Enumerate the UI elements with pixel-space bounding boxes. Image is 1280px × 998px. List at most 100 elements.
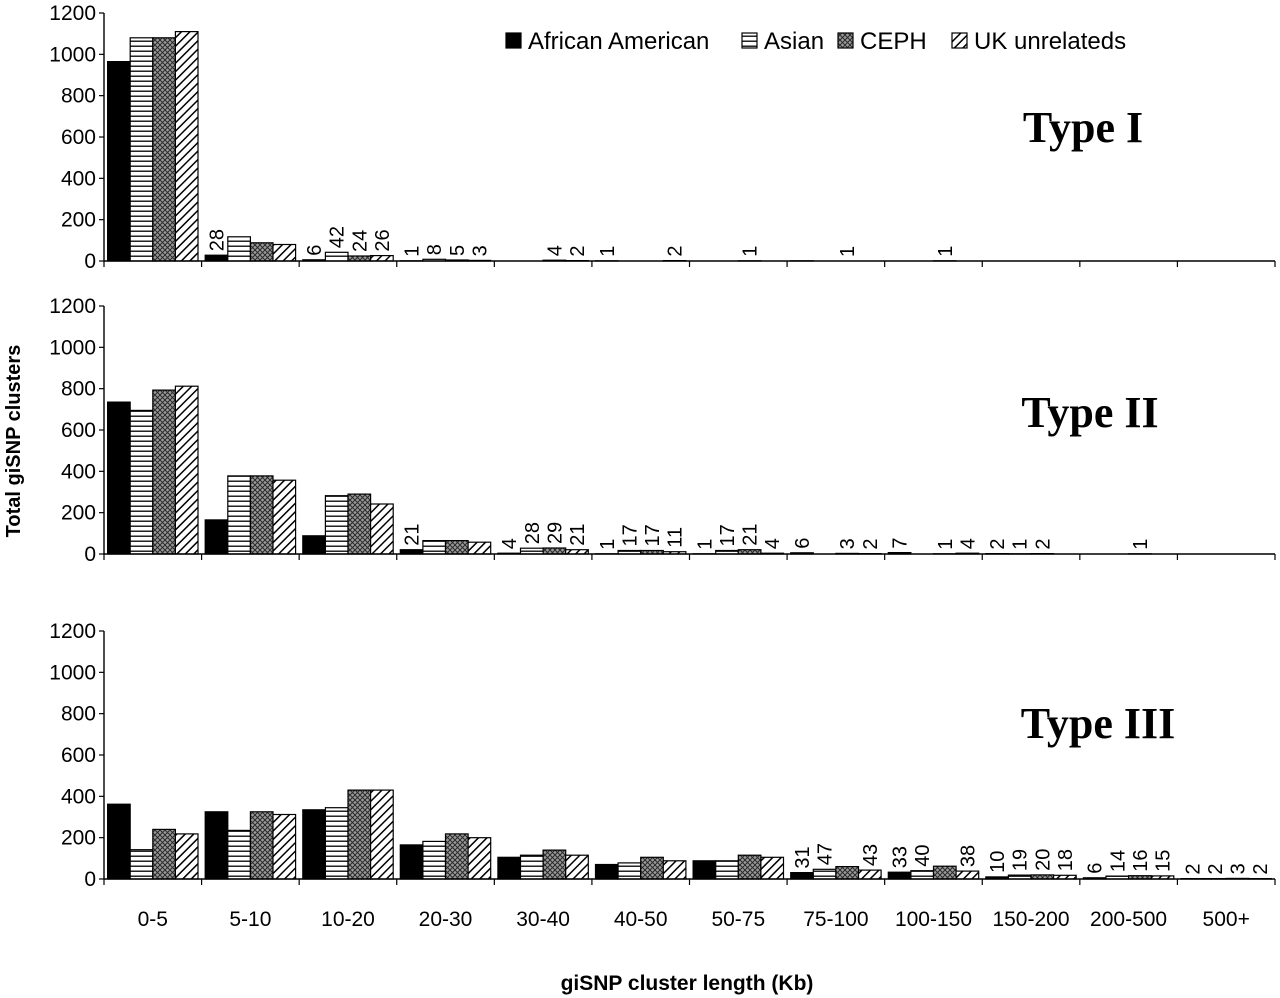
data-label: 6 xyxy=(304,245,326,256)
bar xyxy=(399,844,424,880)
data-label: 40 xyxy=(912,844,934,866)
bar xyxy=(422,539,447,555)
data-label: 47 xyxy=(815,843,837,865)
bar xyxy=(129,37,154,262)
y-tick-label: 1200 xyxy=(49,2,96,25)
legend-entry: Asian xyxy=(764,28,824,55)
data-label: 29 xyxy=(544,522,566,544)
y-tick-label: 800 xyxy=(61,703,96,726)
data-label: 15 xyxy=(1153,850,1175,872)
data-label: 14 xyxy=(1107,850,1129,872)
bar xyxy=(542,547,567,555)
data-label: 2 xyxy=(1032,538,1054,549)
bar xyxy=(106,60,131,262)
bar xyxy=(174,385,199,555)
data-label: 21 xyxy=(740,523,762,545)
legend-entry: CEPH xyxy=(860,28,927,55)
data-label: 2 xyxy=(1250,863,1272,874)
bar xyxy=(204,811,229,880)
bar xyxy=(347,493,372,555)
bar xyxy=(760,856,785,880)
bar xyxy=(519,547,544,555)
data-label: 17 xyxy=(619,524,641,546)
x-category-label: 500+ xyxy=(1203,908,1250,931)
x-axis-label: giSNP cluster length (Kb) xyxy=(561,972,814,995)
bar xyxy=(835,865,860,880)
data-label: 1 xyxy=(935,246,957,257)
x-category-label: 50-75 xyxy=(711,908,765,931)
x-category-label: 150-200 xyxy=(992,908,1069,931)
y-tick-label: 200 xyxy=(61,209,96,232)
bar xyxy=(249,811,274,880)
data-label: 2 xyxy=(860,538,882,549)
data-label: 28 xyxy=(522,522,544,544)
bar xyxy=(444,833,469,880)
y-tick-label: 1000 xyxy=(49,43,96,66)
bar xyxy=(662,860,687,880)
bar xyxy=(204,254,229,262)
data-label: 7 xyxy=(890,537,912,548)
data-label: 4 xyxy=(957,538,979,549)
bar xyxy=(790,871,814,880)
data-label: 2 xyxy=(1205,863,1227,874)
y-tick-label: 400 xyxy=(61,785,96,808)
data-label: 3 xyxy=(837,538,859,549)
bar xyxy=(324,495,349,555)
data-label: 42 xyxy=(327,226,349,248)
data-label: 8 xyxy=(424,244,446,255)
data-label: 4 xyxy=(762,538,784,549)
bar xyxy=(302,809,326,880)
bar xyxy=(302,535,326,555)
bar xyxy=(422,840,447,880)
data-label: 4 xyxy=(544,245,566,256)
data-label: 1 xyxy=(597,539,619,550)
data-label: 21 xyxy=(567,523,589,545)
data-label: 1 xyxy=(935,539,957,550)
bar xyxy=(955,870,980,880)
data-label: 24 xyxy=(349,230,371,252)
bar xyxy=(249,475,274,555)
x-category-label: 20-30 xyxy=(419,908,473,931)
bar xyxy=(324,807,349,880)
y-tick-label: 1000 xyxy=(49,336,96,359)
panel-type-1: 0 200 400 600 800 1000 1200 28 6 1 1 42 8 24 5 4 1 1 1 26 3 2… xyxy=(49,2,1276,273)
bar xyxy=(174,31,199,262)
x-category-label: 200-500 xyxy=(1090,908,1167,931)
data-label: 1 xyxy=(694,539,716,550)
bar xyxy=(640,856,664,880)
bar xyxy=(272,243,297,262)
y-tick-label: 1200 xyxy=(49,295,96,318)
bar xyxy=(272,479,297,555)
bar xyxy=(715,860,739,880)
bar xyxy=(227,475,252,555)
data-label: 2 xyxy=(665,245,687,256)
data-label: 21 xyxy=(402,523,424,545)
y-tick-label: 600 xyxy=(61,126,96,149)
bar xyxy=(152,828,177,880)
y-tick-label: 200 xyxy=(61,502,96,525)
legend-swatch xyxy=(951,32,968,49)
x-category-label: 100-150 xyxy=(895,908,972,931)
x-category-label: 40-50 xyxy=(614,908,668,931)
y-tick-label: 800 xyxy=(61,85,96,108)
bar xyxy=(370,789,394,880)
y-tick-label: 0 xyxy=(84,868,96,891)
data-label: 1 xyxy=(1130,539,1152,550)
legend-swatch xyxy=(741,32,758,49)
bar xyxy=(129,849,154,880)
bar xyxy=(692,860,717,880)
y-tick-label: 200 xyxy=(61,827,96,850)
y-axis-label: Total giSNP clusters xyxy=(3,345,25,538)
bar xyxy=(565,854,589,880)
bar xyxy=(227,236,252,262)
y-tick-label: 1200 xyxy=(49,620,96,643)
y-tick-label: 600 xyxy=(61,744,96,767)
data-label: 6 xyxy=(792,538,814,549)
y-tick-label: 0 xyxy=(84,543,96,566)
data-label: 16 xyxy=(1130,849,1152,871)
y-tick-label: 400 xyxy=(61,167,96,190)
x-category-label: 0-5 xyxy=(138,908,168,931)
bar xyxy=(617,862,642,880)
